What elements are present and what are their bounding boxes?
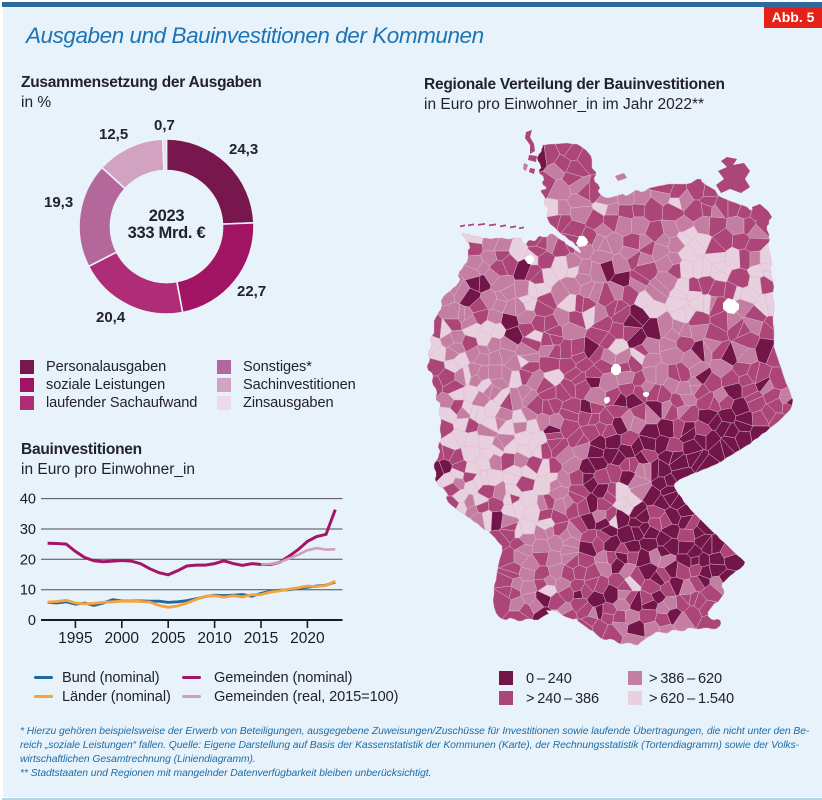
svg-text:2000: 2000: [105, 630, 140, 647]
svg-text:2010: 2010: [197, 630, 232, 647]
svg-text:1995: 1995: [58, 630, 92, 647]
svg-text:20: 20: [20, 552, 36, 568]
svg-text:0: 0: [28, 613, 36, 629]
svg-text:2005: 2005: [151, 630, 185, 647]
svg-text:10: 10: [20, 583, 36, 599]
svg-text:2020: 2020: [290, 630, 325, 647]
svg-text:40: 40: [20, 492, 36, 508]
svg-text:30: 30: [20, 522, 36, 538]
svg-text:2015: 2015: [244, 630, 278, 647]
